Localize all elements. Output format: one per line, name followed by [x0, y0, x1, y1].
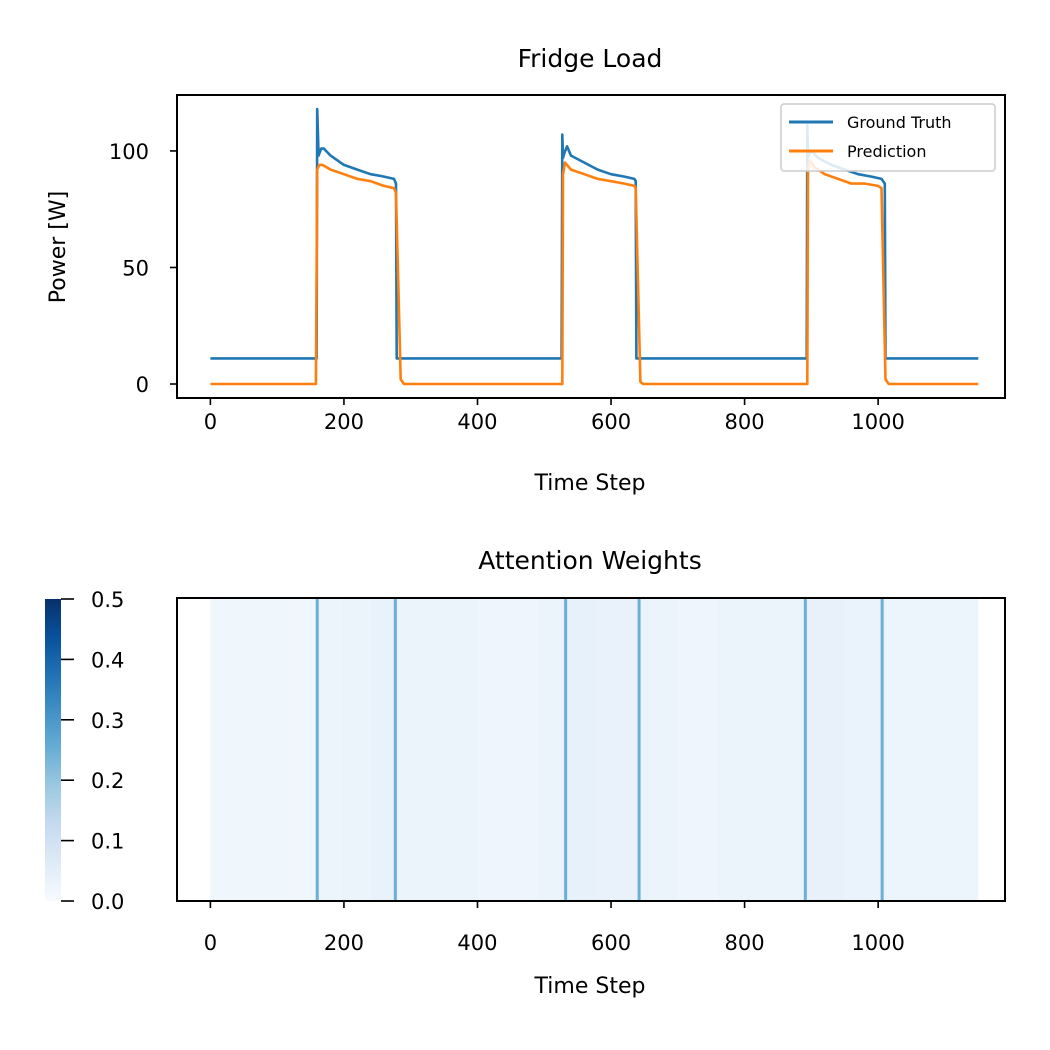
attention-cell — [396, 598, 478, 901]
attention-cell — [477, 598, 538, 901]
attention-x-axis-label: Time Step — [534, 974, 646, 999]
colorbar-tick-label: 0.4 — [91, 648, 124, 672]
attention-cell — [885, 598, 979, 901]
colorbar-tick-label: 0.5 — [91, 588, 124, 612]
attention-cell — [844, 598, 886, 901]
attention-weights-title: Attention Weights — [478, 546, 701, 575]
fridge-load-x-axis-label: Time Step — [534, 471, 646, 496]
x-tick-label: 600 — [591, 410, 631, 434]
y-tick-label: 100 — [109, 140, 149, 164]
colorbar: 0.0 0.1 0.2 0.3 0.4 0.5 — [45, 588, 124, 914]
attention-cell — [677, 598, 718, 901]
x-tick-label: 400 — [457, 410, 497, 434]
legend-ground-truth-label: Ground Truth — [847, 113, 952, 132]
attention-cell — [537, 598, 563, 901]
fridge-load-axes-frame — [176, 94, 1006, 399]
colorbar-ticks: 0.0 0.1 0.2 0.3 0.4 0.5 — [61, 588, 124, 914]
x-tick-label: 200 — [324, 931, 364, 955]
fridge-load-chart: Fridge Load 0 200 400 600 800 1000 0 50 100 Tim… — [46, 44, 1006, 496]
attention-cell — [562, 598, 598, 901]
series-line-prediction — [210, 159, 979, 386]
legend-prediction-label: Prediction — [847, 142, 926, 161]
colorbar-tick-label: 0.1 — [91, 830, 124, 854]
y-tick-label: 0 — [136, 373, 149, 397]
colorbar-tick-label: 0.0 — [91, 890, 124, 914]
fridge-load-y-ticks: 0 50 100 — [109, 140, 177, 397]
x-tick-label: 800 — [725, 410, 765, 434]
attention-cell — [636, 598, 678, 901]
fridge-load-y-axis-label: Power [W] — [46, 191, 71, 303]
x-tick-label: 400 — [457, 931, 497, 955]
legend: Ground Truth Prediction — [780, 103, 996, 172]
attention-cell — [210, 598, 316, 901]
x-tick-label: 200 — [324, 410, 364, 434]
attention-cell — [370, 598, 397, 901]
attention-cell — [340, 598, 371, 901]
x-tick-label: 1000 — [851, 931, 904, 955]
x-tick-label: 1000 — [851, 410, 904, 434]
attention-cell — [597, 598, 637, 901]
x-tick-label: 0 — [204, 931, 217, 955]
attention-cell — [806, 598, 845, 901]
attention-heatmap-area — [210, 598, 979, 901]
x-tick-label: 600 — [591, 931, 631, 955]
x-tick-label: 800 — [725, 931, 765, 955]
attention-cell — [717, 598, 807, 901]
attention-x-ticks: 0 200 400 600 800 1000 — [204, 901, 905, 955]
colorbar-gradient — [45, 599, 61, 901]
attention-cell — [315, 598, 341, 901]
y-tick-label: 50 — [122, 256, 149, 280]
attention-weights-chart: Attention Weights 0 200 400 600 800 1000 Time… — [45, 546, 1006, 999]
legend-box — [780, 103, 996, 172]
x-tick-label: 0 — [204, 410, 217, 434]
fridge-load-title: Fridge Load — [518, 44, 663, 73]
attention-axes-frame — [176, 597, 1006, 902]
fridge-load-x-ticks: 0 200 400 600 800 1000 — [204, 398, 905, 434]
colorbar-tick-label: 0.2 — [91, 769, 124, 793]
colorbar-tick-label: 0.3 — [91, 709, 124, 733]
